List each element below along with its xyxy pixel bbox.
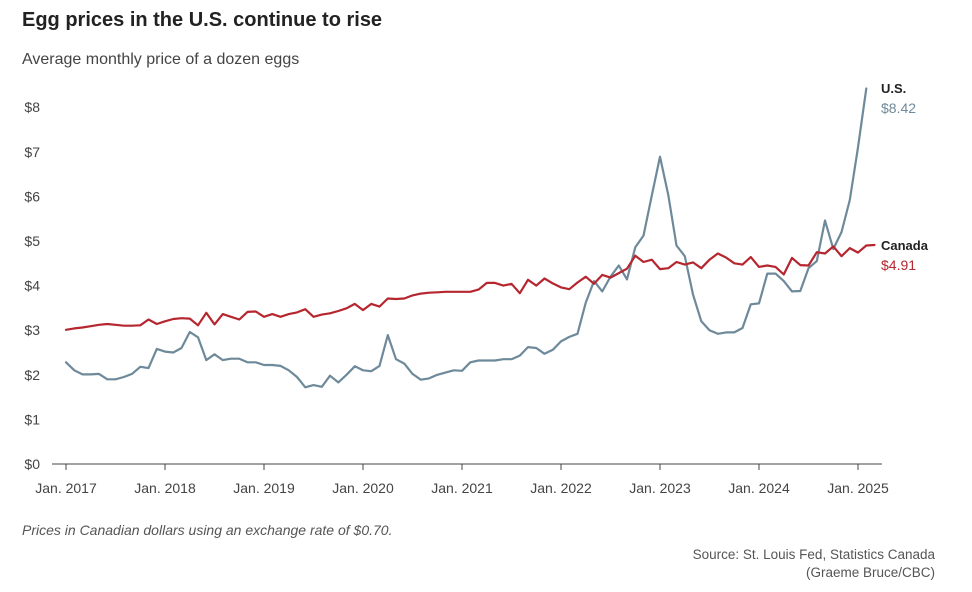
series-line-canada [64, 243, 876, 331]
y-tick-label: $8 [24, 99, 40, 115]
y-tick-label: $1 [24, 411, 40, 427]
y-tick-label: $7 [24, 144, 40, 160]
y-tick-label: $0 [24, 456, 40, 472]
x-tick-label: Jan. 2018 [134, 480, 196, 496]
source-line: Source: St. Louis Fed, Statistics Canada [692, 547, 935, 562]
y-tick-label: $3 [24, 322, 40, 338]
series-end-name: U.S. [881, 81, 906, 96]
y-tick-label: $4 [24, 278, 40, 294]
series-end-value: $4.91 [881, 257, 916, 273]
series-end-name: Canada [881, 238, 929, 253]
x-tick-label: Jan. 2019 [233, 480, 295, 496]
chart-title: Egg prices in the U.S. continue to rise [22, 9, 383, 31]
end-labels: U.S. $8.42 Canada $4.91 [881, 81, 929, 273]
source-credit: Source: St. Louis Fed, Statistics Canada… [535, 546, 935, 582]
series-layer [64, 87, 876, 389]
x-tick-label: Jan. 2022 [530, 480, 592, 496]
x-tick-label: Jan. 2023 [629, 480, 691, 496]
y-tick-label: $6 [24, 188, 40, 204]
x-tick-label: Jan. 2021 [431, 480, 493, 496]
line-chart: $0$1$2$3$4$5$6$7$8 Jan. 2017 Jan. 2018 Jan… [24, 81, 929, 496]
chart-subtitle: Average monthly price of a dozen eggs [22, 51, 300, 68]
x-axis: Jan. 2017 Jan. 2018 Jan. 2019 Jan. 2020 Jan.… [35, 463, 889, 496]
x-tick-label: Jan. 2017 [35, 480, 97, 496]
series-line-u-s [64, 87, 868, 389]
y-tick-label: $2 [24, 367, 40, 383]
x-tick-label: Jan. 2020 [332, 480, 394, 496]
series-end-value: $8.42 [881, 100, 916, 116]
chart-note: Prices in Canadian dollars using an exch… [22, 522, 393, 538]
x-tick-label: Jan. 2025 [827, 480, 889, 496]
x-tick-label: Jan. 2024 [728, 480, 790, 496]
y-axis: $0 $1 $2 $3 $4 $5 $6 $7 $8 [24, 99, 40, 472]
y-tick-label: $5 [24, 233, 40, 249]
credit-line: (Graeme Bruce/CBC) [805, 565, 935, 580]
